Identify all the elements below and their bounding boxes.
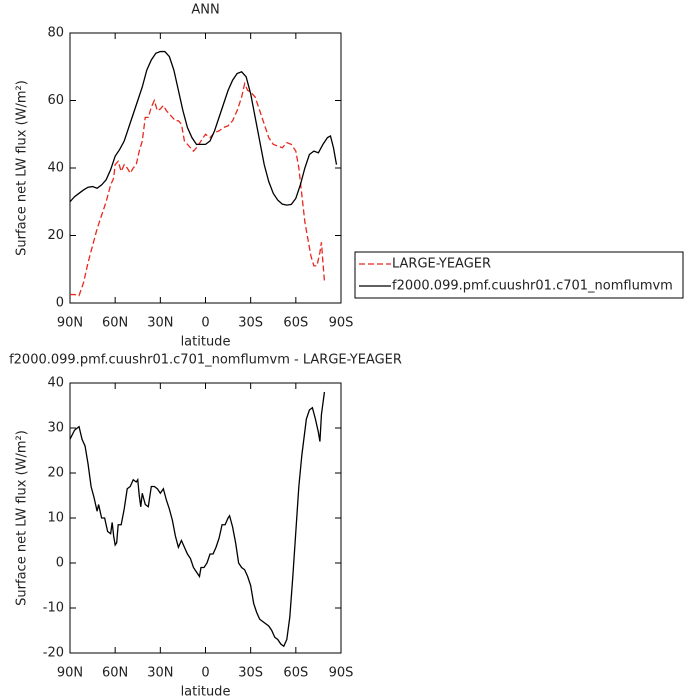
- y-tick-label: 30: [47, 421, 64, 436]
- y-axis-label: Surface net LW flux (W/m²): [15, 430, 30, 606]
- y-tick-label: -10: [43, 601, 64, 616]
- x-tick-label: 30N: [147, 316, 173, 331]
- chart-title: ANN: [191, 3, 219, 18]
- chart-title: f2000.099.pmf.cuushr01.c701_nomflumvm - …: [9, 353, 402, 368]
- x-tick-label: 60S: [283, 666, 308, 681]
- x-tick-label: 30S: [238, 666, 263, 681]
- data-line: [69, 391, 326, 648]
- y-axis-label: Surface net LW flux (W/m²): [15, 80, 30, 256]
- x-tick-label: 60S: [283, 316, 308, 331]
- y-tick-label: 0: [56, 556, 64, 571]
- y-tick-label: 20: [47, 228, 64, 243]
- y-tick-label: 0: [56, 296, 64, 311]
- legend-label: f2000.099.pmf.cuushr01.c701_nomflumvm: [392, 279, 673, 294]
- y-tick-label: 10: [47, 511, 64, 526]
- y-tick-label: 40: [47, 376, 64, 391]
- x-tick-label: 90N: [57, 666, 83, 681]
- y-tick-label: 20: [47, 466, 64, 481]
- x-tick-label: 30S: [238, 316, 263, 331]
- plot-frame: [69, 32, 342, 304]
- y-tick-label: 40: [47, 161, 64, 176]
- x-axis-label: latitude: [181, 685, 231, 700]
- data-line: [70, 81, 326, 297]
- y-tick-label: -20: [43, 646, 64, 661]
- legend-box: [354, 251, 684, 299]
- plot-frame: [69, 382, 342, 654]
- x-tick-label: 0: [201, 666, 209, 681]
- x-tick-label: 60N: [102, 316, 128, 331]
- x-tick-label: 90S: [329, 666, 354, 681]
- x-tick-label: 60N: [102, 666, 128, 681]
- x-tick-label: 90S: [329, 316, 354, 331]
- x-tick-label: 90N: [57, 316, 83, 331]
- data-line: [69, 50, 338, 206]
- legend-label: LARGE-YEAGER: [392, 257, 491, 272]
- x-tick-label: 30N: [147, 666, 173, 681]
- x-tick-label: 0: [201, 316, 209, 331]
- x-axis-label: latitude: [181, 335, 231, 350]
- y-tick-label: 80: [47, 26, 64, 41]
- y-tick-label: 60: [47, 93, 64, 108]
